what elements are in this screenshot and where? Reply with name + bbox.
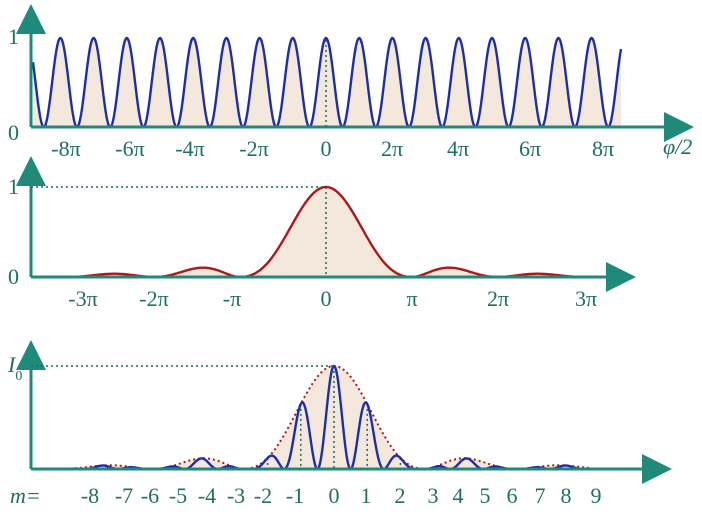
- y-label-I0: I0: [7, 352, 22, 384]
- panel-interference: 1 0 -8π -6π -4π -2π 0 2π 4π 6π 8π φ/2: [8, 4, 694, 161]
- x-tick-2-4: π: [406, 286, 417, 311]
- y-tick-zero-2: 0: [8, 264, 19, 289]
- m-tick-7: -1: [286, 483, 304, 508]
- x-tick-2-3: 0: [321, 286, 332, 311]
- x-tick-1-1: -6π: [115, 136, 144, 161]
- x-tick-labels-1: -8π -6π -4π -2π 0 2π 4π 6π 8π: [51, 136, 614, 161]
- m-tick-9: 1: [361, 483, 372, 508]
- x-tick-2-5: 2π: [487, 286, 509, 311]
- m-tick-15: 7: [535, 483, 546, 508]
- x-axis-label-1: φ/2: [663, 134, 692, 159]
- m-tick-0: -8: [81, 483, 99, 508]
- m-tick-4: -4: [198, 483, 216, 508]
- x-tick-1-8: 8π: [592, 136, 614, 161]
- interference-curve: [31, 36, 623, 129]
- m-tick-14: 6: [507, 483, 518, 508]
- x-tick-1-3: -2π: [239, 136, 268, 161]
- m-tick-6: -2: [254, 483, 272, 508]
- y-tick-zero-1: 0: [8, 120, 19, 145]
- y-tick-one-2: 1: [8, 174, 19, 199]
- x-tick-labels-2: -3π -2π -π 0 π 2π 3π: [68, 286, 597, 311]
- x-tick-2-2: -π: [223, 286, 241, 311]
- principal-maxima-guides: [266, 366, 402, 469]
- x-tick-1-7: 6π: [519, 136, 541, 161]
- m-tick-5: -3: [227, 483, 245, 508]
- x-tick-1-2: -4π: [175, 136, 204, 161]
- m-tick-2: -6: [141, 483, 159, 508]
- m-tick-11: 3: [428, 483, 439, 508]
- m-tick-16: 8: [561, 483, 572, 508]
- m-tick-1: -7: [115, 483, 133, 508]
- grating-fill: [70, 366, 590, 469]
- x-tick-1-0: -8π: [51, 136, 80, 161]
- interference-fill: [33, 38, 621, 127]
- single-slit-fill: [72, 187, 583, 277]
- x-tick-2-0: -3π: [68, 286, 97, 311]
- x-tick-1-6: 4π: [447, 136, 469, 161]
- panel-grating: I0 m= -8 -7 -6 -5 -4 -3 -2 -1 0 1 2 3 4 5 6 7 8 9: [7, 340, 672, 508]
- x-tick-1-5: 2π: [381, 136, 403, 161]
- x-tick-2-6: 3π: [575, 286, 597, 311]
- m-tick-13: 5: [480, 483, 491, 508]
- m-tick-17: 9: [591, 483, 602, 508]
- m-tick-3: -5: [169, 483, 187, 508]
- m-prefix-label: m=: [10, 483, 41, 508]
- m-tick-10: 2: [395, 483, 406, 508]
- m-tick-labels: -8 -7 -6 -5 -4 -3 -2 -1 0 1 2 3 4 5 6 7 8 9: [81, 483, 602, 508]
- panel-single-slit: 1 0 -3π -2π -π 0 π 2π 3π: [8, 156, 636, 311]
- m-tick-8: 0: [329, 483, 340, 508]
- x-tick-1-4: 0: [321, 136, 332, 161]
- x-tick-2-1: -2π: [139, 286, 168, 311]
- m-tick-12: 4: [453, 483, 464, 508]
- y-tick-one-1: 1: [8, 24, 19, 49]
